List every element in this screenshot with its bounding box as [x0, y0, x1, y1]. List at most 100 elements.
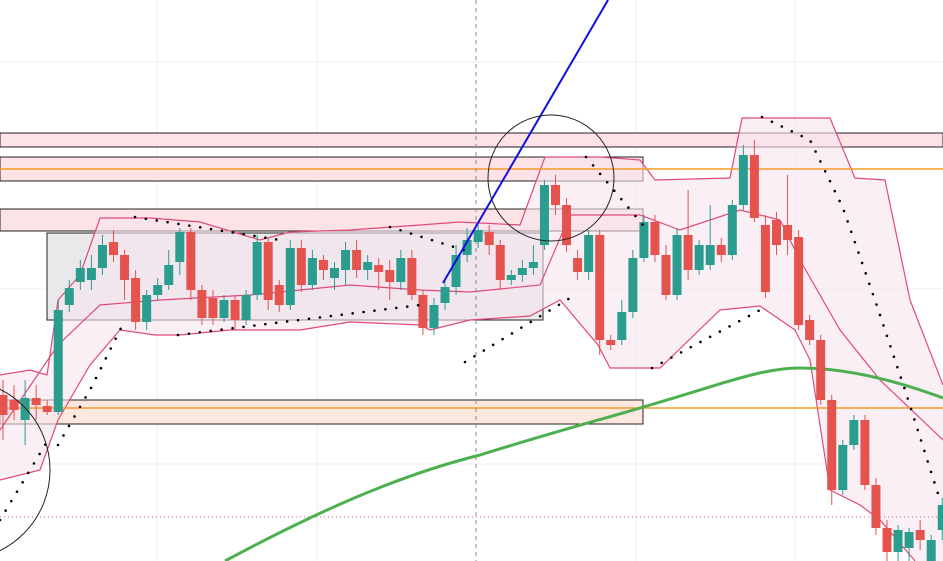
candle-body	[473, 230, 483, 242]
candle-body	[528, 262, 538, 268]
candle-body	[219, 300, 229, 318]
candle-body	[341, 250, 351, 270]
candle-body	[131, 278, 141, 322]
candle-body	[20, 398, 30, 420]
candle-body	[352, 250, 362, 270]
candle-body	[64, 288, 74, 305]
candle-body	[120, 255, 130, 280]
sar-dots	[56, 320, 126, 447]
candle-body	[683, 235, 693, 270]
sar-dots	[176, 303, 422, 337]
candle-body	[396, 258, 406, 282]
candle-body	[617, 312, 627, 340]
sar-dots	[0, 438, 50, 522]
candles	[0, 140, 943, 561]
candle-body	[374, 265, 384, 272]
candle-body	[241, 295, 251, 320]
candle-body	[606, 340, 616, 345]
candle-body	[882, 528, 892, 552]
parabolic-sar	[0, 115, 942, 522]
moving-average	[224, 366, 943, 561]
candle-body	[816, 340, 826, 400]
candle-body	[794, 237, 804, 325]
candle-body	[164, 265, 174, 285]
candle-body	[484, 232, 494, 245]
candle-body	[109, 242, 118, 255]
candle-body	[307, 258, 317, 285]
candle-body	[9, 400, 19, 410]
circle-annotation	[487, 114, 615, 242]
candle-body	[495, 245, 505, 280]
candle-body	[551, 185, 560, 205]
candle-body	[650, 222, 660, 255]
candle-body	[175, 232, 185, 262]
lower-band	[0, 299, 916, 561]
zone	[0, 132, 943, 148]
candle-body	[462, 240, 472, 255]
sar-dots	[760, 115, 942, 502]
candle-body	[915, 530, 925, 540]
candle-body	[285, 248, 295, 305]
candle-body	[805, 320, 815, 340]
candle-body	[86, 268, 96, 280]
candle-body	[893, 530, 903, 552]
trend-line	[442, 0, 609, 284]
band-fill	[0, 118, 943, 561]
candle-body	[904, 532, 914, 548]
candle-body	[153, 285, 163, 295]
candle-body	[252, 242, 262, 295]
candle-body	[385, 270, 395, 282]
candle-body	[208, 298, 218, 318]
candle-body	[694, 245, 704, 270]
candle-body	[716, 245, 726, 255]
candle-body	[186, 232, 196, 290]
candle-body	[926, 540, 936, 561]
candle-body	[318, 260, 328, 270]
candle-body	[142, 295, 152, 322]
candle-body	[860, 420, 870, 485]
sar-dots	[584, 155, 645, 227]
candle-body	[595, 235, 605, 340]
candle-body	[584, 235, 594, 272]
candle-body	[749, 155, 759, 218]
candle-body	[573, 258, 583, 272]
candle-body	[418, 295, 428, 328]
candle-body	[639, 222, 649, 258]
circle-annotation	[0, 388, 51, 552]
candle-body	[230, 300, 240, 320]
candle-body	[849, 420, 859, 445]
candle-body	[760, 225, 770, 292]
candle-body	[407, 258, 417, 295]
candle-body	[661, 255, 671, 295]
candle-body	[75, 268, 85, 282]
candle-body	[0, 395, 8, 415]
candle-body	[772, 220, 781, 245]
candle-body	[705, 245, 715, 265]
candle-body	[871, 485, 881, 528]
candle-body	[672, 235, 682, 295]
zone	[0, 399, 644, 425]
candle-body	[827, 400, 837, 490]
candle-body	[506, 275, 516, 280]
candle-body	[296, 248, 306, 285]
candle-body	[838, 445, 848, 490]
sar-dots	[463, 293, 577, 364]
candle-body	[429, 305, 439, 328]
candle-body	[628, 258, 638, 312]
candle-body	[263, 242, 273, 300]
candle-body	[42, 406, 52, 412]
candle-body	[727, 205, 737, 255]
candle-body	[274, 285, 284, 305]
candle-body	[31, 398, 41, 405]
candle-body	[783, 225, 793, 240]
candle-body	[53, 310, 63, 412]
candle-body	[330, 268, 339, 278]
candle-body	[197, 290, 207, 318]
candle-body	[440, 287, 450, 303]
candle-body	[363, 262, 373, 270]
candle-body	[738, 155, 748, 205]
candle-body	[451, 255, 461, 287]
candle-body	[97, 245, 107, 268]
